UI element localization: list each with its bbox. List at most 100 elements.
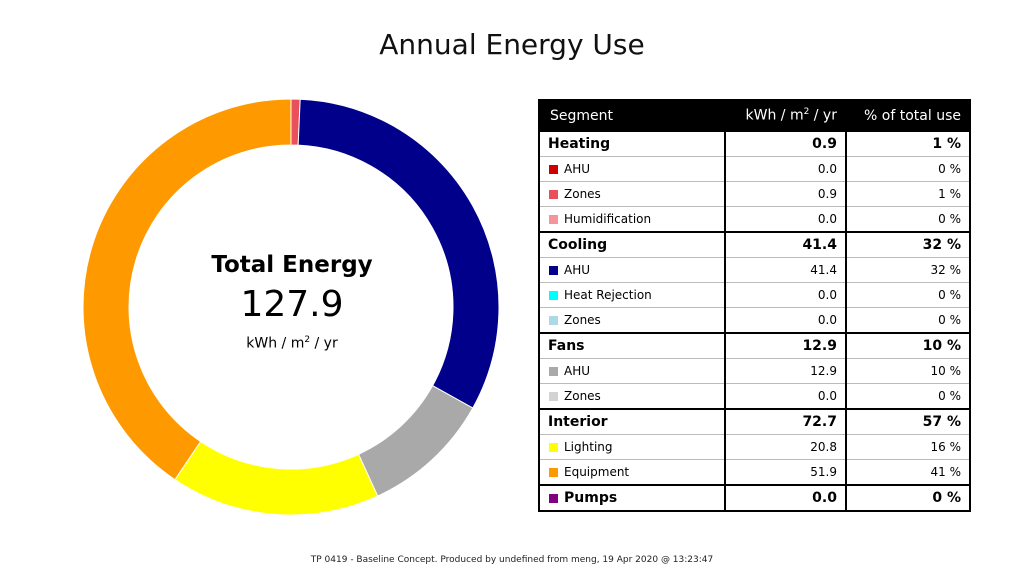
segment-pct: 32 % (844, 257, 972, 283)
color-swatch (549, 367, 558, 376)
header-kwh-sup: 2 (803, 107, 810, 118)
segment-pct: 0 % (844, 383, 972, 410)
group-label: Heating (548, 136, 611, 152)
table-row: Zones 0.0 0 % (538, 307, 972, 334)
segment-value: 12.9 (723, 358, 847, 384)
segment-pct: 0 % (844, 282, 972, 308)
table-row-group: Pumps 0.0 0 % (538, 484, 972, 512)
table-row: AHU 12.9 10 % (538, 358, 972, 384)
header-segment: Segment (538, 99, 726, 132)
table-body: Heating 0.9 1 % AHU 0.0 0 % Zones 0.9 1 % Humidif… (538, 130, 972, 512)
color-swatch (549, 316, 558, 325)
donut-slice-fans-ahu (357, 385, 474, 497)
group-label: Cooling (548, 237, 608, 253)
group-name: Cooling (538, 231, 726, 258)
energy-table: Segment kWh / m2 / yr % of total use Hea… (538, 99, 972, 512)
segment-pct: 0 % (844, 206, 972, 233)
segment-name: Lighting (538, 434, 726, 460)
group-name: Interior (538, 408, 726, 435)
group-label: Interior (548, 414, 608, 430)
segment-name: Zones (538, 307, 726, 334)
segment-label: Zones (564, 389, 601, 403)
header-kwh-suffix: / yr (809, 107, 837, 124)
group-label: Fans (548, 338, 585, 354)
segment-value: 0.0 (723, 282, 847, 308)
segment-value: 41.4 (723, 257, 847, 283)
table-row-group: Heating 0.9 1 % (538, 130, 972, 157)
table-row: Lighting 20.8 16 % (538, 434, 972, 460)
color-swatch (549, 291, 558, 300)
segment-name: Equipment (538, 459, 726, 486)
total-energy-value: 127.9 (240, 284, 344, 325)
color-swatch (549, 468, 558, 477)
segment-name: Zones (538, 383, 726, 410)
table-row: AHU 41.4 32 % (538, 257, 972, 283)
segment-label: Lighting (564, 440, 613, 454)
segment-name: AHU (538, 156, 726, 182)
segment-label: Zones (564, 187, 601, 201)
color-swatch (549, 392, 558, 401)
total-energy-label: Total Energy (211, 252, 373, 278)
segment-name: Humidification (538, 206, 726, 233)
segment-name: AHU (538, 358, 726, 384)
group-pct: 32 % (844, 231, 972, 258)
table-row: Zones 0.0 0 % (538, 383, 972, 410)
segment-name: Heat Rejection (538, 282, 726, 308)
header-kwh-prefix: kWh / m (745, 107, 804, 124)
segment-value: 0.0 (723, 156, 847, 182)
color-swatch (549, 165, 558, 174)
page-title: Annual Energy Use (379, 28, 645, 61)
segment-name: AHU (538, 257, 726, 283)
color-swatch (549, 215, 558, 224)
color-swatch (549, 266, 558, 275)
table-row: Zones 0.9 1 % (538, 181, 972, 207)
segment-value: 0.9 (723, 181, 847, 207)
table-row: Equipment 51.9 41 % (538, 459, 972, 486)
group-label: Pumps (564, 490, 618, 506)
unit-prefix: kWh / m (246, 335, 305, 352)
table-row-group: Interior 72.7 57 % (538, 408, 972, 435)
segment-value: 0.0 (723, 307, 847, 334)
segment-pct: 41 % (844, 459, 972, 486)
table-row: AHU 0.0 0 % (538, 156, 972, 182)
segment-pct: 16 % (844, 434, 972, 460)
table-header-row: Segment kWh / m2 / yr % of total use (538, 99, 972, 132)
segment-label: AHU (564, 162, 591, 176)
group-value: 72.7 (723, 408, 847, 435)
segment-value: 0.0 (723, 206, 847, 233)
segment-pct: 0 % (844, 156, 972, 182)
table-row: Heat Rejection 0.0 0 % (538, 282, 972, 308)
group-value: 12.9 (723, 332, 847, 359)
unit-sup: 2 (304, 335, 311, 345)
segment-value: 20.8 (723, 434, 847, 460)
unit-suffix: / yr (310, 335, 338, 352)
segment-name: Zones (538, 181, 726, 207)
color-swatch (549, 494, 558, 503)
total-energy-unit: kWh / m2 / yr (177, 335, 407, 352)
segment-pct: 1 % (844, 181, 972, 207)
header-kwh: kWh / m2 / yr (723, 99, 847, 132)
segment-label: Zones (564, 313, 601, 327)
table-row: Humidification 0.0 0 % (538, 206, 972, 233)
table-row-group: Fans 12.9 10 % (538, 332, 972, 359)
table-row-group: Cooling 41.4 32 % (538, 231, 972, 258)
footer-text: TP 0419 - Baseline Concept. Produced by … (310, 555, 714, 565)
color-swatch (549, 443, 558, 452)
segment-value: 0.0 (723, 383, 847, 410)
group-pct: 1 % (844, 130, 972, 157)
group-pct: 57 % (844, 408, 972, 435)
donut-slice-equipment (82, 98, 292, 481)
color-swatch (549, 190, 558, 199)
group-name: Pumps (538, 484, 726, 512)
group-value: 0.0 (723, 484, 847, 512)
segment-pct: 0 % (844, 307, 972, 334)
group-name: Fans (538, 332, 726, 359)
header-pct: % of total use (844, 99, 972, 132)
group-name: Heating (538, 130, 726, 157)
segment-value: 51.9 (723, 459, 847, 486)
donut-slice-lighting (174, 440, 379, 516)
segment-label: Equipment (564, 465, 630, 479)
segment-label: Humidification (564, 212, 652, 226)
group-pct: 10 % (844, 332, 972, 359)
segment-label: Heat Rejection (564, 288, 652, 302)
